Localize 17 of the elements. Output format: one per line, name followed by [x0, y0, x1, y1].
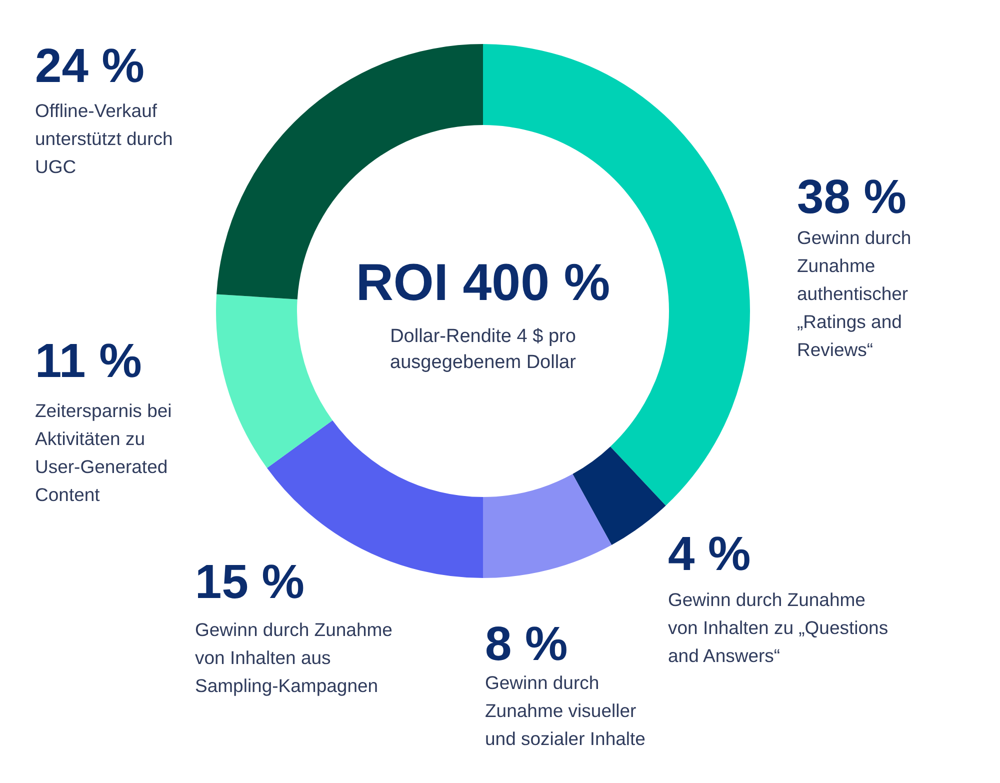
slice-label: Gewinn durch Zunahme von Inhalten aus Sampling-Kampagnen	[195, 619, 392, 696]
data-label: 38 %	[797, 171, 906, 224]
text: ROI 400 %	[356, 254, 610, 312]
data-label: 11 %	[35, 335, 142, 388]
donut-slice	[572, 446, 666, 545]
slice-label: Offline-Verkauf unterstützt durch UGC	[35, 100, 173, 177]
slice-label: Gewinn durch Zunahme von Inhalten zu „Questions and Answers“	[668, 589, 888, 666]
data-label: 24 %	[35, 40, 144, 93]
data-label: 8 %	[485, 618, 568, 671]
data-label: 15 %	[195, 556, 304, 609]
slice-label: Gewinn durch Zunahme visueller und sozialer Inhalte	[485, 672, 646, 749]
text: Dollar-Rendite 4 $ pro ausgegebenem Dollar	[390, 326, 577, 373]
slice-label: Gewinn durch Zunahme authentischer „Ratings and Reviews“	[797, 227, 912, 360]
data-label: 4 %	[668, 528, 751, 581]
donut-slice	[216, 294, 333, 468]
donut-slice	[483, 474, 612, 578]
slice-label: Zeitersparnis bei Aktivitäten zu User-Generated Content	[35, 400, 172, 505]
